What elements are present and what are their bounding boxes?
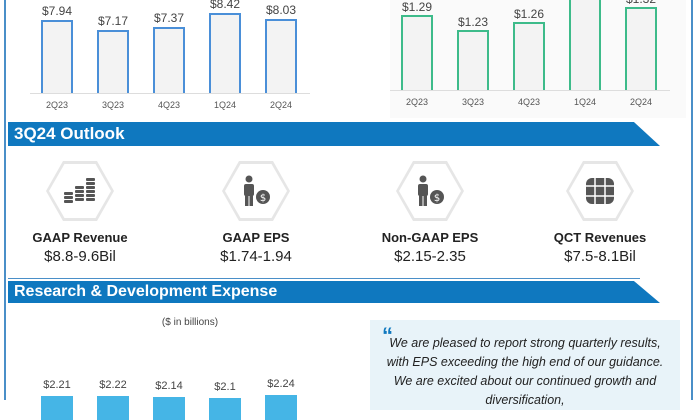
category-label: 4Q23 (157, 100, 181, 110)
bar (569, 0, 601, 90)
divider (8, 278, 640, 279)
value-label: $7.17 (97, 13, 129, 28)
x-axis (390, 90, 670, 91)
outlook-banner: 3Q24 Outlook (8, 122, 660, 146)
bar (41, 395, 73, 420)
outlook-label: GAAP Revenue (32, 230, 128, 245)
bar (153, 27, 185, 93)
category-label: 1Q24 (213, 100, 237, 110)
icon-badge (46, 161, 114, 221)
value-label: $1.32 (626, 0, 656, 6)
chip-icon (569, 164, 631, 218)
right-border (691, 0, 693, 400)
person-dollar-icon: $ (225, 164, 287, 218)
value-label: $1.26 (513, 7, 545, 22)
category-label: 2Q24 (269, 100, 293, 110)
bar (97, 29, 129, 93)
bar (401, 14, 433, 90)
category-label: 2Q24 (629, 97, 653, 107)
quote-mark: “ (382, 323, 393, 348)
bar (265, 18, 297, 93)
value-label: $2.22 (99, 378, 127, 391)
outlook-label: Non-GAAP EPS (381, 230, 479, 245)
value-label: $7.94 (41, 3, 73, 18)
value-label: $2.14 (155, 380, 183, 393)
outlook-value: $8.8-9.6Bil (44, 248, 116, 265)
outlook-label: GAAP EPS (222, 230, 290, 245)
bar (209, 13, 241, 93)
outlook-value: $7.5-8.1Bil (564, 248, 636, 265)
value-label: $1.23 (457, 15, 489, 30)
category-label: 4Q23 (517, 97, 541, 107)
value-label: $2.1 (214, 381, 236, 393)
bar (265, 395, 297, 420)
value-label: $1.29 (401, 0, 433, 14)
icon-badge: $ (222, 161, 290, 221)
rd-banner: Research & Development Expense (8, 281, 660, 303)
coin-stacks-icon (49, 164, 111, 218)
icon-badge: $ (396, 161, 464, 221)
outlook-value: $1.74-1.94 (220, 248, 292, 265)
outlook-label: QCT Revenues (553, 230, 647, 245)
icon-badge (566, 161, 634, 221)
value-label: $2.21 (43, 378, 71, 391)
quote-text: We are pleased to report strong quarterl… (386, 336, 664, 407)
bar (513, 22, 545, 90)
category-label: 3Q23 (101, 100, 125, 110)
bar (41, 19, 73, 93)
outlook-value: $2.15-2.35 (394, 248, 466, 265)
outlook-title: 3Q24 Outlook (14, 124, 125, 143)
ceo-quote: “ We are pleased to report strong quarte… (370, 320, 680, 410)
rd-title: Research & Development Expense (14, 283, 278, 300)
value-label: $2.24 (267, 378, 295, 391)
person-dollar-icon: $ (399, 164, 461, 218)
category-label: 1Q24 (573, 97, 597, 107)
x-axis (30, 93, 310, 94)
value-label: $8.42 (209, 0, 241, 12)
bar (153, 397, 185, 420)
svg-text:$: $ (260, 193, 266, 204)
bar (97, 395, 129, 420)
category-label: 2Q23 (405, 97, 429, 107)
bar (209, 398, 241, 420)
category-label: 2Q23 (45, 100, 69, 110)
bar (625, 6, 657, 90)
category-label: 3Q23 (461, 97, 485, 107)
left-border (4, 0, 6, 400)
svg-text:$: $ (434, 193, 440, 204)
bar (457, 30, 489, 90)
value-label: $7.37 (153, 11, 185, 26)
value-label: $8.03 (265, 2, 297, 17)
rd-subtitle: ($ in billions) (161, 317, 219, 328)
